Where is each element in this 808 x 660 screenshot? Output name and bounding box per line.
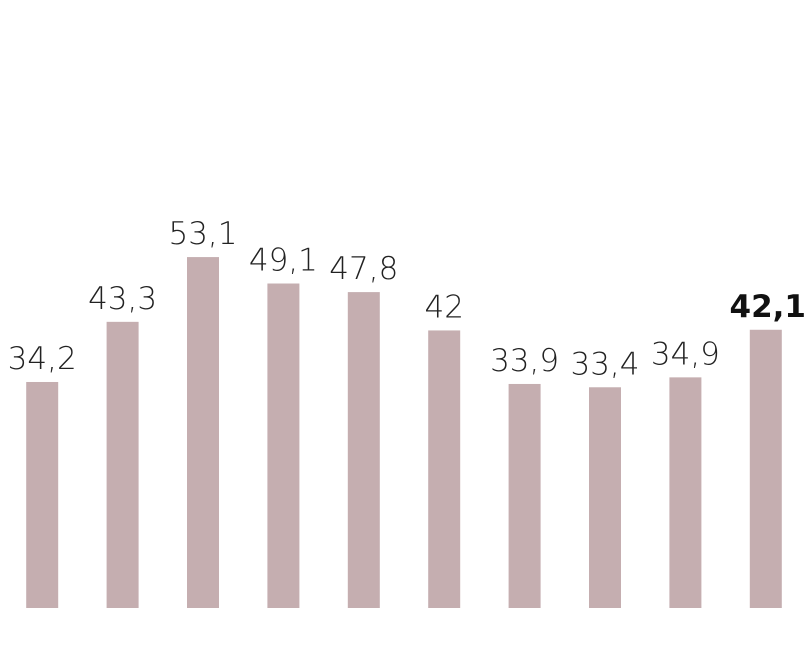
value-label: 34,2 (8, 341, 77, 377)
value-label: 42 (424, 289, 463, 325)
value-label: 53,1 (168, 216, 237, 252)
bar (589, 387, 621, 608)
value-label: 42,1 (730, 289, 807, 325)
value-label: 33,9 (490, 343, 559, 379)
value-label: 49,1 (249, 243, 318, 279)
bar (749, 329, 782, 608)
bar (508, 383, 541, 608)
bar (267, 283, 300, 608)
value-label: 43,3 (88, 281, 157, 317)
bar (26, 381, 59, 608)
value-label: 33,4 (570, 346, 639, 382)
value-label: 47,8 (329, 251, 398, 287)
bar (669, 377, 702, 608)
value-label: 34,9 (651, 336, 720, 372)
bar (106, 321, 139, 608)
bar (428, 330, 461, 608)
bar (187, 257, 219, 608)
bar (347, 292, 380, 608)
